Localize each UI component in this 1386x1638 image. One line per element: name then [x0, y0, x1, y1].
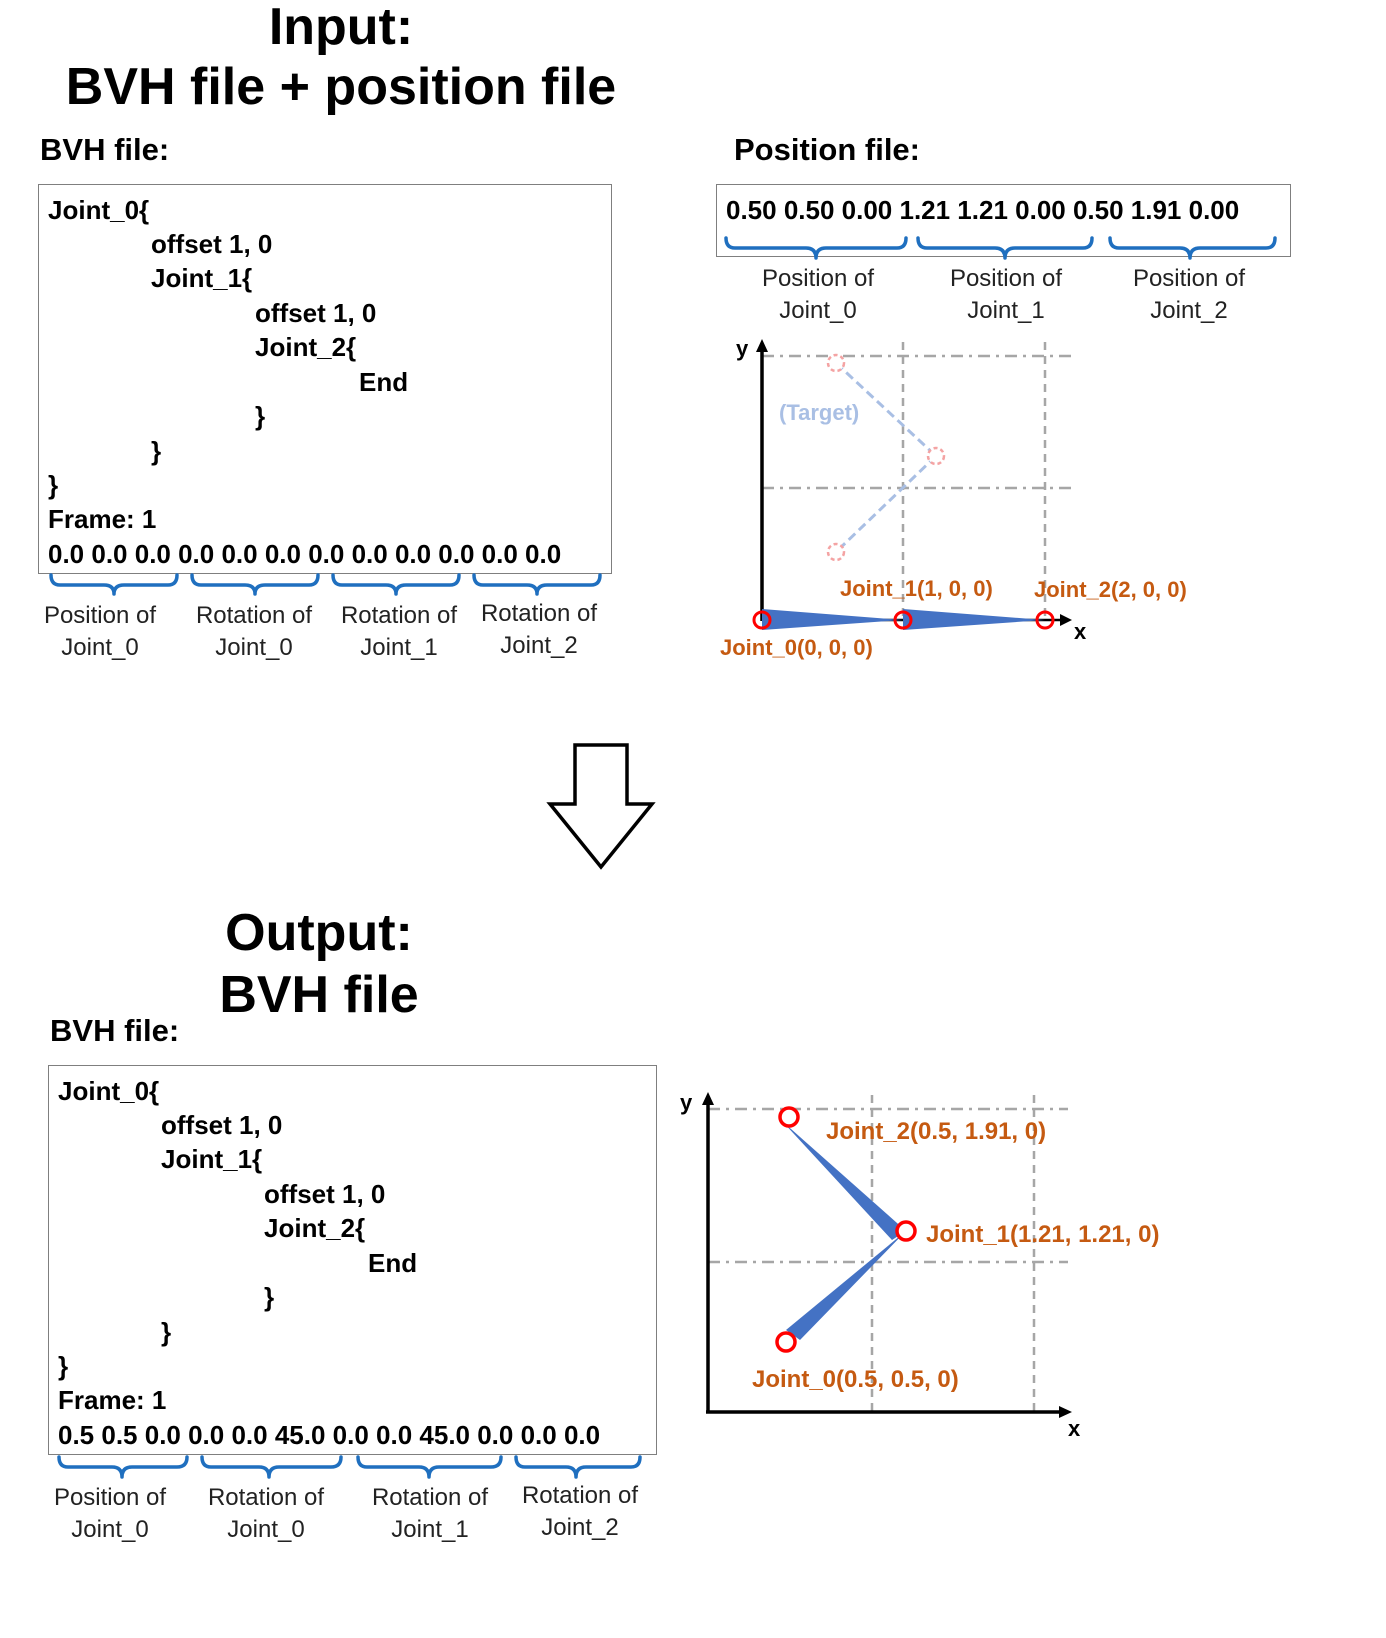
input-joint-1-label: Joint_1(1, 0, 0) — [840, 576, 993, 601]
position-brace-2 — [916, 236, 1094, 260]
input-bvh-brace-3 — [331, 573, 461, 596]
output-bone-0 — [786, 1231, 906, 1340]
input-bvh-caption-4: Rotation of Joint_2 — [480, 600, 598, 659]
input-joint-2-label: Joint_2(2, 0, 0) — [1034, 577, 1187, 602]
output-grid-lines — [708, 1095, 1068, 1411]
position-caption-1: Position of Joint_0 — [761, 265, 875, 324]
target-joint-0-icon — [826, 542, 846, 562]
input-bvh-heading: BVH file: — [40, 132, 170, 167]
position-brace-1 — [724, 236, 908, 260]
output-bvh-brace-2 — [200, 1455, 343, 1479]
input-bvh-line-joint0: Joint_0{ — [48, 195, 150, 225]
output-bvh-line-end: End — [368, 1248, 418, 1278]
output-bvh-line-joint0: Joint_0{ — [58, 1076, 160, 1106]
output-y-label: y — [680, 1090, 693, 1115]
input-bvh-line-joint1: Joint_1{ — [151, 263, 253, 293]
position-caption-3: Position of Joint_2 — [1132, 265, 1246, 324]
output-bone-1 — [782, 1121, 906, 1240]
input-x-label: x — [1074, 619, 1087, 644]
output-bvh-line-joint2: Joint_2{ — [264, 1213, 366, 1243]
input-bone-1 — [903, 609, 1045, 630]
target-label: (Target) — [779, 400, 859, 425]
position-brace-3 — [1108, 236, 1277, 260]
output-bvh-caption-2: Rotation of Joint_0 — [207, 1484, 325, 1543]
input-bvh-line-offset2: offset 1, 0 — [255, 298, 377, 328]
output-bvh-caption-4: Rotation of Joint_2 — [521, 1482, 639, 1541]
output-x-arrow-icon — [1059, 1406, 1072, 1418]
output-bvh-line-offset1: offset 1, 0 — [161, 1110, 283, 1140]
input-bvh-box — [38, 184, 612, 574]
input-bone-0 — [762, 609, 903, 630]
input-y-arrow-icon — [756, 339, 768, 352]
input-bvh-brace-1 — [49, 573, 179, 596]
output-plot: y x Joint_0(0.5, 0.5, 0) Joint_1(1.21, 1… — [680, 1090, 1159, 1441]
input-bvh-caption-2: Rotation of Joint_0 — [195, 602, 313, 661]
output-title-line2: BVH file — [219, 966, 419, 1024]
output-title-line1: Output: — [225, 904, 413, 962]
input-bvh-caption-1: Position of Joint_0 — [43, 602, 157, 661]
curly-braces — [49, 236, 1277, 1479]
output-bvh-brace-2: } — [161, 1317, 172, 1347]
output-bvh-brace-3: } — [264, 1282, 275, 1312]
input-bvh-brace-4 — [472, 573, 602, 596]
input-bvh-caption-3: Rotation of Joint_1 — [340, 602, 458, 661]
input-bvh-brace-1: } — [48, 470, 59, 500]
output-bvh-line-offset2: offset 1, 0 — [264, 1179, 386, 1209]
target-joint-2-icon — [826, 353, 846, 373]
position-caption-2: Position of Joint_1 — [949, 265, 1063, 324]
input-bvh-line-offset1: offset 1, 0 — [151, 229, 273, 259]
input-x-arrow-icon — [1060, 614, 1072, 626]
input-joint-0-label: Joint_0(0, 0, 0) — [720, 635, 873, 660]
input-bvh-brace-3: } — [255, 401, 266, 431]
output-bvh-frame: Frame: 1 — [58, 1385, 167, 1415]
output-bvh-brace-3 — [356, 1455, 503, 1479]
output-bvh-heading: BVH file: — [50, 1013, 180, 1048]
output-y-arrow-icon — [702, 1092, 714, 1105]
input-bvh-values: 0.0 0.0 0.0 0.0 0.0 0.0 0.0 0.0 0.0 0.0 … — [48, 539, 562, 569]
position-file-heading: Position file: — [734, 132, 920, 167]
input-grid-lines — [762, 342, 1073, 620]
input-bvh-line-end: End — [359, 367, 409, 397]
output-joint-0-icon — [775, 1331, 797, 1353]
input-joint-1-icon — [893, 610, 913, 630]
output-joint-1-label: Joint_1(1.21, 1.21, 0) — [926, 1221, 1159, 1248]
input-plot: y x (Target) Joint_0(0, 0, 0) Joint_1(1,… — [720, 336, 1187, 660]
input-bvh-brace-2 — [190, 573, 320, 596]
input-bvh-brace-2: } — [151, 436, 162, 466]
input-title-line1: Input: — [268, 0, 414, 56]
down-arrow-icon — [546, 743, 656, 870]
input-joint-0-icon — [752, 610, 772, 630]
output-x-label: x — [1068, 1416, 1081, 1441]
input-joint-2-icon — [1035, 610, 1055, 630]
output-joint-2-icon — [778, 1106, 800, 1128]
output-bvh-values: 0.5 0.5 0.0 0.0 0.0 45.0 0.0 0.0 45.0 0.… — [58, 1420, 601, 1450]
input-y-label: y — [736, 336, 749, 361]
position-file-values: 0.50 0.50 0.00 1.21 1.21 0.00 0.50 1.91 … — [726, 195, 1240, 225]
output-joint-1-icon — [895, 1220, 917, 1242]
target-chain — [826, 353, 946, 562]
input-bvh-line-joint2: Joint_2{ — [255, 332, 357, 362]
output-bvh-caption-3: Rotation of Joint_1 — [371, 1484, 489, 1543]
output-joint-0-label: Joint_0(0.5, 0.5, 0) — [752, 1366, 959, 1393]
output-bvh-brace-1 — [57, 1455, 189, 1479]
output-bvh-line-joint1: Joint_1{ — [161, 1144, 263, 1174]
output-bvh-box — [48, 1065, 657, 1455]
input-title-line2: BVH file + position file — [65, 58, 617, 116]
input-bvh-frame: Frame: 1 — [48, 504, 157, 534]
output-bvh-brace-4 — [514, 1455, 642, 1479]
output-joint-2-label: Joint_2(0.5, 1.91, 0) — [826, 1118, 1046, 1145]
target-joint-1-icon — [926, 446, 946, 466]
output-bvh-caption-1: Position of Joint_0 — [53, 1484, 167, 1543]
output-bvh-brace-1: } — [58, 1351, 69, 1381]
